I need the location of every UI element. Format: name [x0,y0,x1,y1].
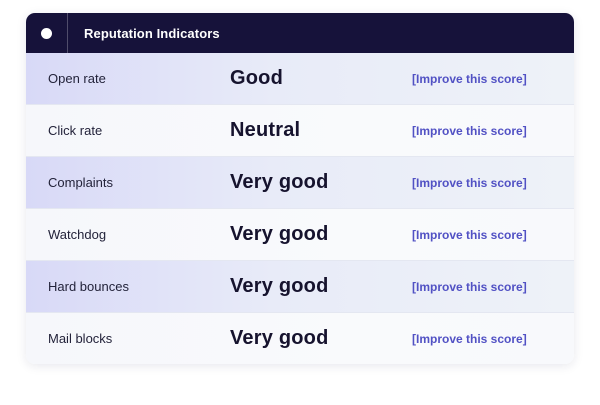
indicator-label: Click rate [48,123,103,138]
improve-score-link[interactable]: [Improve this score] [412,279,527,294]
improve-score-link[interactable]: [Improve this score] [412,331,527,346]
indicator-label: Complaints [48,175,114,190]
indicator-label: Open rate [48,71,106,86]
indicator-value: Very good [230,223,329,245]
reputation-indicators-card: Reputation Indicators Open rate Good [Im… [26,13,574,364]
indicator-label: Mail blocks [48,331,113,346]
card-header: Reputation Indicators [26,13,574,53]
improve-score-link[interactable]: [Improve this score] [412,71,527,86]
table-row: Complaints Very good [Improve this score… [26,157,574,209]
header-dot-cell [26,13,68,53]
table-row: Watchdog Very good [Improve this score] [26,209,574,261]
indicator-label: Watchdog [48,227,107,242]
table-row: Mail blocks Very good [Improve this scor… [26,313,574,364]
improve-score-link[interactable]: [Improve this score] [412,175,527,190]
indicators-table: Open rate Good [Improve this score] Clic… [26,53,574,364]
indicator-value: Very good [230,275,329,297]
indicator-value: Neutral [230,119,301,141]
table-row: Hard bounces Very good [Improve this sco… [26,261,574,313]
improve-score-link[interactable]: [Improve this score] [412,227,527,242]
table-row: Open rate Good [Improve this score] [26,53,574,105]
indicator-label: Hard bounces [48,279,129,294]
status-dot-icon [41,27,52,39]
indicator-value: Very good [230,327,329,349]
indicator-value: Very good [230,171,329,193]
indicator-value: Good [230,67,284,89]
card-title: Reputation Indicators [84,25,220,41]
table-row: Click rate Neutral [Improve this score] [26,105,574,157]
improve-score-link[interactable]: [Improve this score] [412,123,527,138]
